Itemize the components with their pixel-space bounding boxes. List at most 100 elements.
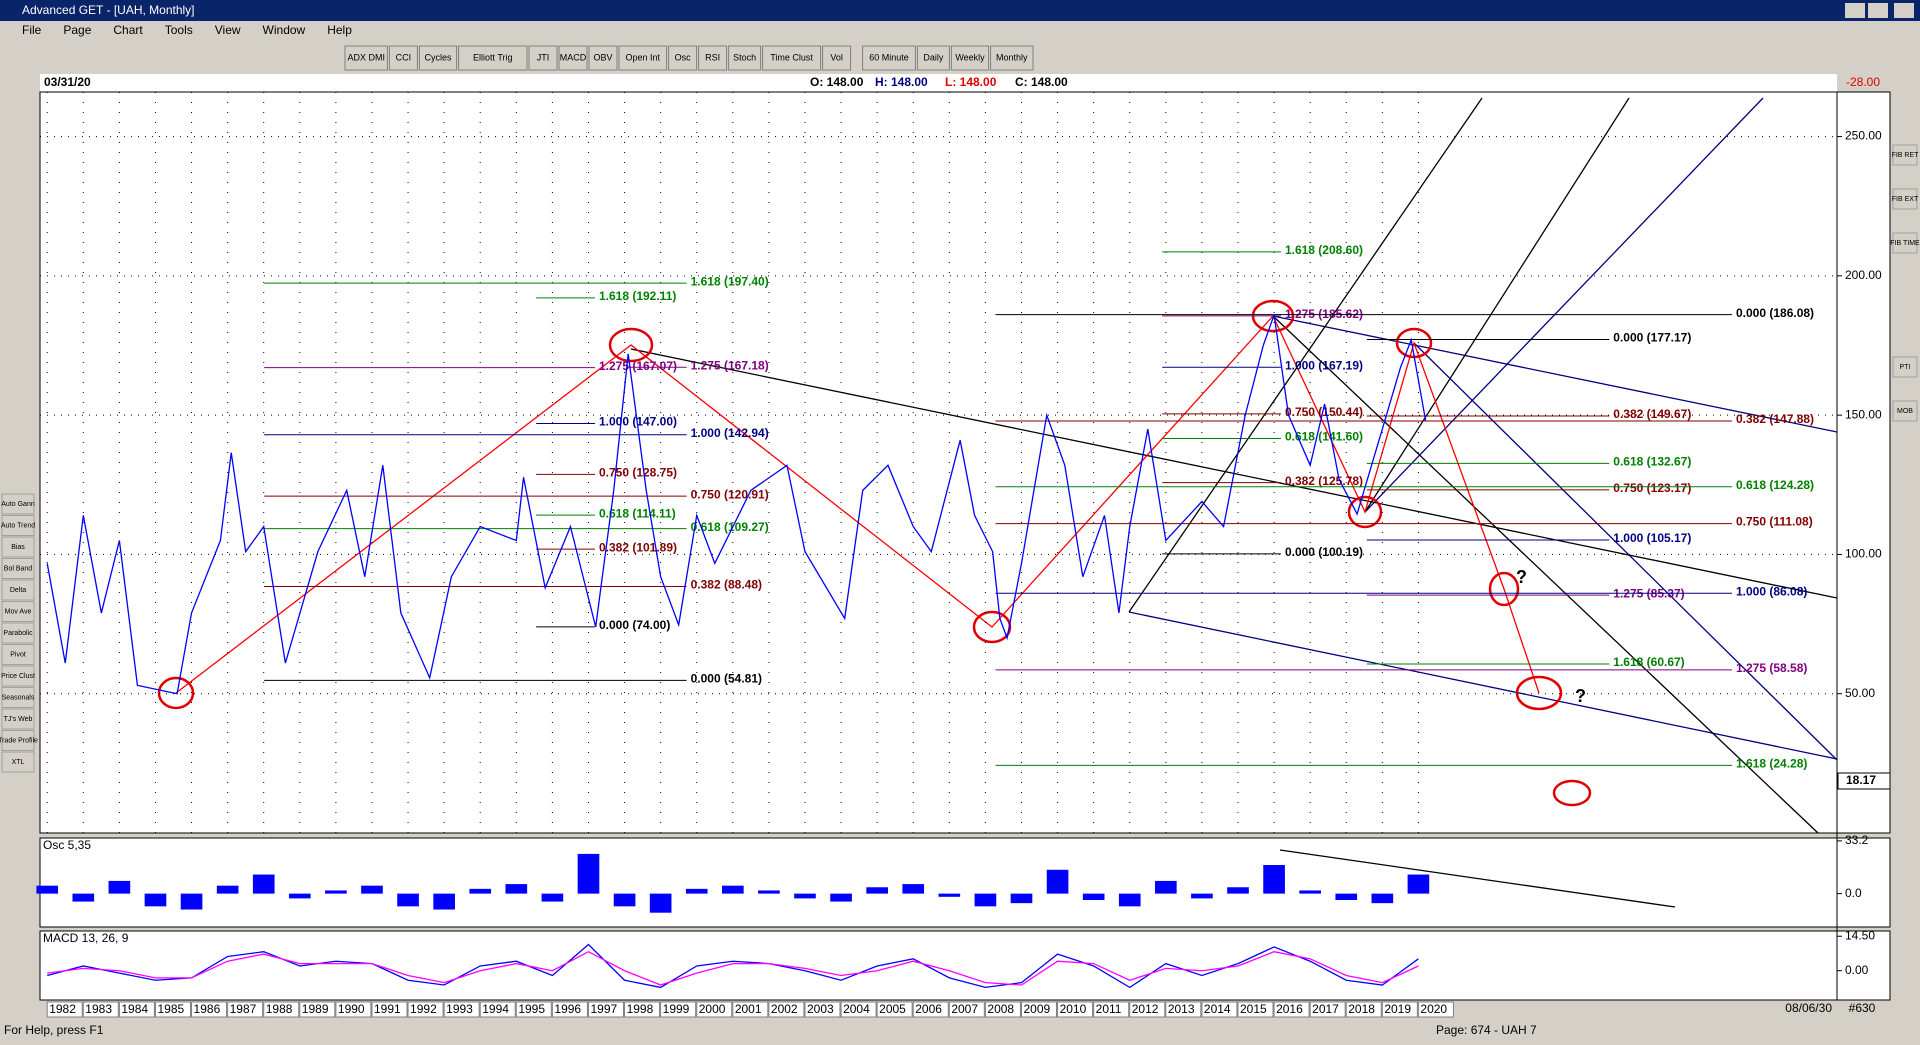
left-tool[interactable]	[1, 579, 35, 601]
left-tool-label[interactable]: Price Clust	[1, 673, 35, 680]
toolbar-button[interactable]	[916, 45, 950, 71]
x-tick	[1381, 1001, 1418, 1018]
toolbar-button[interactable]	[588, 45, 618, 71]
menu-item[interactable]: Window	[263, 23, 306, 37]
toolbar-label[interactable]: Open Int	[626, 52, 661, 62]
toolbar-button[interactable]	[668, 45, 698, 71]
left-tool-label[interactable]: XTL	[12, 759, 25, 766]
toolbar-button[interactable]	[862, 45, 916, 71]
x-tick-label: 1982	[49, 1002, 76, 1016]
left-tool[interactable]	[1, 665, 35, 687]
x-tick	[1093, 1001, 1130, 1018]
fib-label: 1.618 (208.60)	[1285, 243, 1363, 257]
toolbar-label[interactable]: JTI	[537, 52, 550, 62]
x-tick-label: 1984	[121, 1002, 148, 1016]
right-tool[interactable]	[1892, 188, 1918, 210]
toolbar-button[interactable]	[418, 45, 458, 71]
right-tool-label[interactable]: FIB RET	[1892, 152, 1920, 159]
x-tick-label: 1985	[157, 1002, 184, 1016]
fib-label: 1.000 (86.08)	[1736, 584, 1807, 598]
left-tool-label[interactable]: Auto Gann	[1, 501, 35, 508]
x-tick-label: 2009	[1023, 1002, 1050, 1016]
menu-item[interactable]: Chart	[113, 23, 143, 37]
left-tool[interactable]	[1, 601, 35, 622]
toolbar-button[interactable]	[344, 45, 388, 71]
y-tick-label: 200.00	[1845, 268, 1882, 282]
menu-item[interactable]: Page	[63, 23, 91, 37]
toolbar-label[interactable]: Monthly	[996, 52, 1028, 62]
menu-item[interactable]: File	[22, 23, 42, 37]
y-tick-label: 14.50	[1845, 928, 1875, 942]
fib-label: 1.275 (167.07)	[599, 359, 677, 373]
toolbar-label[interactable]: Elliott Trig	[473, 52, 513, 62]
left-tool[interactable]	[1, 493, 35, 515]
left-tool-label[interactable]: Trade Profile	[0, 737, 38, 744]
left-tool-label[interactable]: Seasonals	[2, 694, 35, 701]
right-tool-label[interactable]: FIB EXT	[1892, 196, 1919, 203]
toolbar-button[interactable]	[458, 45, 528, 71]
left-tool[interactable]	[1, 515, 35, 536]
left-tool-label[interactable]: Parabolic	[3, 630, 33, 637]
fib-label: 0.000 (74.00)	[599, 618, 670, 632]
left-tool-label[interactable]: Bol Band	[4, 565, 33, 572]
toolbar-button[interactable]	[388, 45, 418, 71]
right-tool-label[interactable]: MOB	[1897, 408, 1913, 415]
left-tool-label[interactable]: Pivot	[10, 651, 26, 658]
left-tool-label[interactable]: Mov Ave	[5, 608, 32, 615]
left-tool[interactable]	[1, 536, 35, 558]
left-tool[interactable]	[1, 644, 35, 665]
fib-label: 0.618 (132.67)	[1613, 455, 1691, 469]
left-tool[interactable]	[1, 558, 35, 579]
x-tick-label: 1995	[518, 1002, 545, 1016]
toolbar-button[interactable]	[528, 45, 558, 71]
x-tick	[948, 1001, 985, 1018]
menu-item[interactable]: View	[215, 23, 241, 37]
left-tool-label[interactable]: Delta	[10, 587, 26, 594]
right-tool[interactable]	[1892, 144, 1918, 166]
toolbar-label[interactable]: Osc	[675, 52, 692, 62]
right-tool[interactable]	[1892, 232, 1918, 254]
toolbar-label[interactable]: RSI	[705, 52, 720, 62]
toolbar-button[interactable]	[698, 45, 728, 71]
left-tool-label[interactable]: Bias	[11, 544, 25, 551]
toolbar-label[interactable]: 60 Minute	[869, 52, 909, 62]
left-tool[interactable]	[1, 708, 35, 730]
minimize[interactable]	[1845, 3, 1865, 18]
toolbar-label[interactable]: Vol	[830, 52, 843, 62]
right-tool-label[interactable]: FIB TIME	[1890, 240, 1920, 247]
close[interactable]	[1894, 3, 1914, 18]
toolbar-button[interactable]	[762, 45, 822, 71]
maximize[interactable]	[1868, 3, 1888, 18]
fib-label: 1.000 (142.94)	[691, 426, 769, 440]
toolbar-label[interactable]: Time Clust	[770, 52, 813, 62]
menu-item[interactable]: Help	[327, 23, 352, 37]
toolbar-button[interactable]	[618, 45, 668, 71]
left-tool[interactable]	[1, 730, 35, 751]
toolbar-label[interactable]: Stoch	[733, 52, 756, 62]
left-tool-label[interactable]: Auto Trend	[1, 522, 35, 529]
toolbar-button[interactable]	[728, 45, 762, 71]
x-tick-label: 1988	[266, 1002, 293, 1016]
fib-label: 0.382 (101.89)	[599, 540, 677, 554]
right-tool[interactable]	[1892, 356, 1918, 378]
toolbar-label[interactable]: CCI	[396, 52, 412, 62]
toolbar-label[interactable]: OBV	[593, 52, 612, 62]
left-tool[interactable]	[1, 687, 35, 708]
toolbar-label[interactable]: ADX DMI	[347, 52, 385, 62]
left-tool[interactable]	[1, 751, 35, 773]
toolbar-label[interactable]: Daily	[923, 52, 944, 62]
menu-item[interactable]: Tools	[165, 23, 193, 37]
toolbar-label[interactable]: MACD	[560, 52, 587, 62]
toolbar-label[interactable]: Weekly	[955, 52, 985, 62]
left-tool[interactable]	[1, 622, 35, 644]
right-tool-label[interactable]: PTI	[1900, 364, 1911, 371]
toolbar-label[interactable]: Cycles	[424, 52, 452, 62]
toolbar-button[interactable]	[558, 45, 588, 71]
right-tool[interactable]	[1892, 400, 1918, 422]
left-tool-label[interactable]: TJ's Web	[4, 716, 33, 723]
x-tick-label: 1997	[590, 1002, 617, 1016]
toolbar-button[interactable]	[822, 45, 852, 71]
x-tick	[1057, 1001, 1094, 1018]
toolbar-button[interactable]	[990, 45, 1034, 71]
toolbar-button[interactable]	[950, 45, 990, 71]
